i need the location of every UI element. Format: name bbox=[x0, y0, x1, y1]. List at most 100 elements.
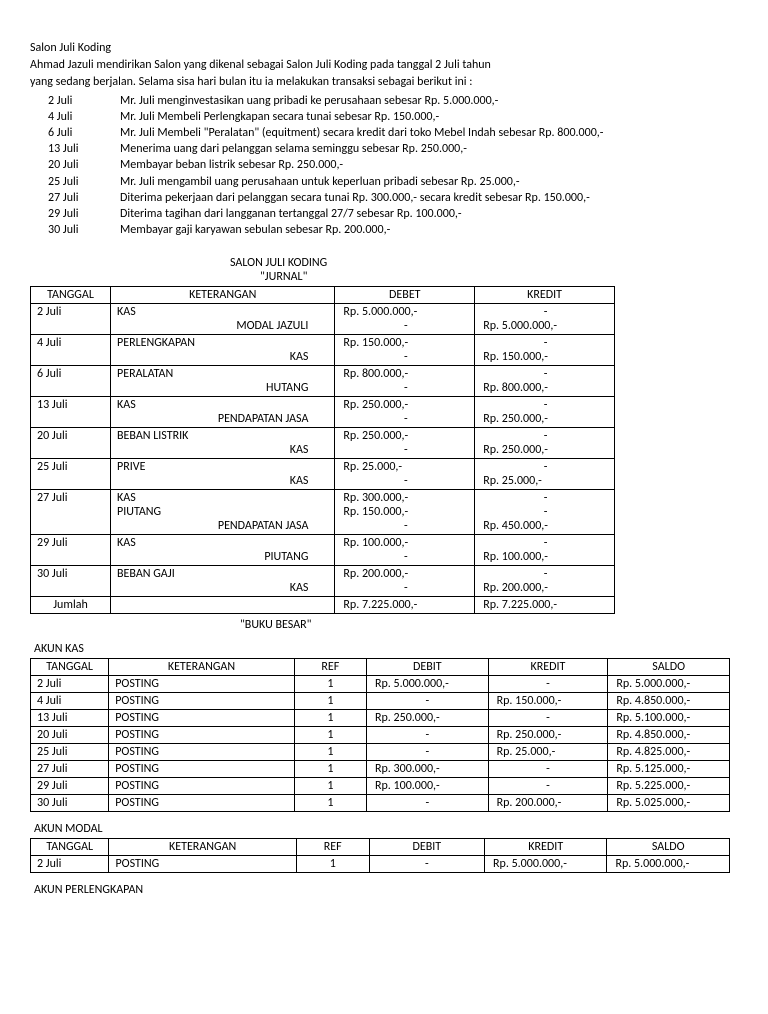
table-row: 30 JuliPOSTING1-Rp. 200.000,-Rp. 5.025.0… bbox=[31, 795, 730, 812]
header-tgl: TANGGAL bbox=[31, 839, 109, 856]
cell-saldo: Rp. 4.850.000,- bbox=[608, 693, 730, 710]
jurnal-label: "JURNAL" bbox=[260, 270, 738, 284]
tx-desc: Menerima uang dari pelanggan selama semi… bbox=[120, 141, 738, 157]
tx-date: 27 Juli bbox=[30, 190, 120, 206]
cell-saldo: Rp. 5.100.000,- bbox=[608, 710, 730, 727]
jurnal-header-row: TANGGAL KETERANGAN DEBET KREDIT bbox=[31, 287, 615, 304]
cell-ket: PERALATANHUTANG bbox=[111, 366, 335, 397]
ket-credit: KAS bbox=[117, 350, 328, 364]
amt: - bbox=[483, 460, 608, 474]
cell-kredit: - bbox=[488, 778, 608, 795]
header-ref: REF bbox=[296, 839, 369, 856]
cell-tgl: 2 Juli bbox=[31, 676, 109, 693]
cell-deb: Rp. 25.000,-- bbox=[335, 459, 475, 490]
cell-kre: -Rp. 25.000,- bbox=[475, 459, 615, 490]
transaction-row: 30 JuliMembayar gaji karyawan sebulan se… bbox=[30, 222, 738, 238]
amt: Rp. 800.000,- bbox=[483, 381, 608, 395]
tx-date: 25 Juli bbox=[30, 174, 120, 190]
cell-kre: -Rp. 150.000,- bbox=[475, 335, 615, 366]
tx-date: 13 Juli bbox=[30, 141, 120, 157]
tx-desc: Mr. Juli mengambil uang perusahaan untuk… bbox=[120, 174, 738, 190]
ket-credit: KAS bbox=[117, 443, 328, 457]
tx-desc: Diterima tagihan dari langganan tertangg… bbox=[120, 206, 738, 222]
cell-tgl: 4 Juli bbox=[31, 693, 109, 710]
ket-credit: PENDAPATAN JASA bbox=[117, 412, 328, 426]
cell-tgl: 13 Juli bbox=[31, 710, 109, 727]
cell-deb: Rp. 250.000,-- bbox=[335, 428, 475, 459]
ket-debit: KAS bbox=[117, 536, 328, 550]
header-deb: DEBIT bbox=[366, 659, 488, 676]
amt: Rp. 200.000,- bbox=[483, 581, 608, 595]
amt: - bbox=[343, 581, 468, 595]
amt: Rp. 150.000,- bbox=[343, 505, 468, 519]
table-header-row: TANGGAL KETERANGAN REF DEBIT KREDIT SALD… bbox=[31, 839, 730, 856]
cell-debit: - bbox=[369, 856, 484, 873]
cell-kre: -Rp. 250.000,- bbox=[475, 397, 615, 428]
cell-tgl: 6 Juli bbox=[31, 366, 111, 397]
amt: Rp. 5.000.000,- bbox=[343, 305, 468, 319]
cell-ket: BEBAN GAJIKAS bbox=[111, 566, 335, 597]
tx-desc: Diterima pekerjaan dari pelanggan secara… bbox=[120, 190, 738, 206]
tx-desc: Mr. Juli Membeli Perlengkapan secara tun… bbox=[120, 109, 738, 125]
amt: Rp. 250.000,- bbox=[343, 398, 468, 412]
akun-modal-table: TANGGAL KETERANGAN REF DEBIT KREDIT SALD… bbox=[30, 838, 730, 873]
table-row: 13 JuliPOSTING1Rp. 250.000,--Rp. 5.100.0… bbox=[31, 710, 730, 727]
amt: - bbox=[343, 519, 468, 533]
amt: - bbox=[483, 536, 608, 550]
amt: - bbox=[343, 412, 468, 426]
cell-kredit: - bbox=[488, 676, 608, 693]
cell-saldo: Rp. 5.025.000,- bbox=[608, 795, 730, 812]
amt: - bbox=[343, 319, 468, 333]
cell-tgl: 27 Juli bbox=[31, 490, 111, 535]
bukubesar-label: "BUKU BESAR" bbox=[240, 618, 738, 632]
cell-kre: -Rp. 250.000,- bbox=[475, 428, 615, 459]
amt: - bbox=[343, 550, 468, 564]
header-sal: SALDO bbox=[607, 839, 730, 856]
cell-saldo: Rp. 5.000.000,- bbox=[607, 856, 730, 873]
ket-credit: PIUTANG bbox=[117, 550, 328, 564]
tx-desc: Membayar beban listrik sebesar Rp. 250.0… bbox=[120, 157, 738, 173]
cell-ket: POSTING bbox=[109, 710, 295, 727]
transaction-row: 4 JuliMr. Juli Membeli Perlengkapan seca… bbox=[30, 109, 738, 125]
ket-debit: KAS bbox=[117, 491, 328, 505]
cell-kredit: Rp. 200.000,- bbox=[488, 795, 608, 812]
jurnal-total-row: JumlahRp. 7.225.000,-Rp. 7.225.000,- bbox=[31, 597, 615, 614]
jurnal-table: TANGGAL KETERANGAN DEBET KREDIT 2 JuliKA… bbox=[30, 286, 615, 614]
cell-ket: KASPENDAPATAN JASA bbox=[111, 397, 335, 428]
cell-ref: 1 bbox=[296, 856, 369, 873]
transaction-row: 6 JuliMr. Juli Membeli "Peralatan" (equi… bbox=[30, 125, 738, 141]
jurnal-row: 4 JuliPERLENGKAPANKASRp. 150.000,---Rp. … bbox=[31, 335, 615, 366]
akun-kas-table: TANGGAL KETERANGAN REF DEBIT KREDIT SALD… bbox=[30, 658, 730, 812]
amt: - bbox=[483, 505, 608, 519]
cell-kre: -Rp. 100.000,- bbox=[475, 535, 615, 566]
cell-kredit: Rp. 5.000.000,- bbox=[485, 856, 607, 873]
cell-tgl: 29 Juli bbox=[31, 778, 109, 795]
page-title: Salon Juli Koding bbox=[30, 40, 738, 56]
ket-debit: BEBAN GAJI bbox=[117, 567, 328, 581]
cell-tgl: 30 Juli bbox=[31, 566, 111, 597]
total-deb: Rp. 7.225.000,- bbox=[335, 597, 475, 614]
cell-tgl: 27 Juli bbox=[31, 761, 109, 778]
cell-kredit: Rp. 250.000,- bbox=[488, 727, 608, 744]
table-row: 2 JuliPOSTING1Rp. 5.000.000,--Rp. 5.000.… bbox=[31, 676, 730, 693]
amt: Rp. 150.000,- bbox=[483, 350, 608, 364]
ket-debit: PIUTANG bbox=[117, 505, 328, 519]
table-row: 2 JuliPOSTING1-Rp. 5.000.000,-Rp. 5.000.… bbox=[31, 856, 730, 873]
header-ref: REF bbox=[294, 659, 366, 676]
cell-ref: 1 bbox=[294, 795, 366, 812]
ket-debit: PERALATAN bbox=[117, 367, 328, 381]
header-kre: KREDIT bbox=[488, 659, 608, 676]
cell-saldo: Rp. 5.125.000,- bbox=[608, 761, 730, 778]
cell-ket: PRIVEKAS bbox=[111, 459, 335, 490]
jurnal-header-deb: DEBET bbox=[335, 287, 475, 304]
header-sal: SALDO bbox=[608, 659, 730, 676]
amt: Rp. 800.000,- bbox=[343, 367, 468, 381]
jurnal-row: 29 JuliKASPIUTANGRp. 100.000,---Rp. 100.… bbox=[31, 535, 615, 566]
cell-ket: KASMODAL JAZULI bbox=[111, 304, 335, 335]
cell-debit: - bbox=[366, 693, 488, 710]
cell-deb: Rp. 5.000.000,-- bbox=[335, 304, 475, 335]
tx-date: 6 Juli bbox=[30, 125, 120, 141]
ket-debit: PERLENGKAPAN bbox=[117, 336, 328, 350]
cell-tgl: 2 Juli bbox=[31, 304, 111, 335]
ket-credit: KAS bbox=[117, 474, 328, 488]
